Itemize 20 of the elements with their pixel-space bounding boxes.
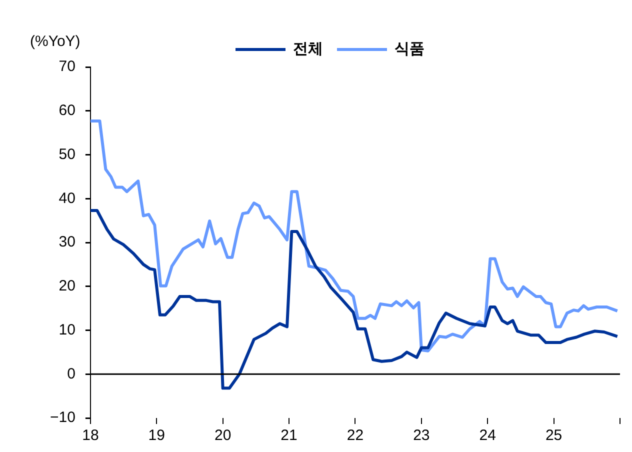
y-tick-label: 30	[58, 234, 76, 251]
y-tick-label: 20	[58, 278, 76, 295]
legend-label: 전체	[293, 40, 323, 58]
x-tick-label: 20	[214, 427, 232, 444]
x-tick-label: 21	[280, 427, 298, 444]
legend-label: 식품	[394, 40, 424, 58]
y-tick-label: 50	[58, 146, 76, 163]
x-tick-label: 18	[82, 427, 99, 444]
x-tick-label: 23	[413, 427, 430, 444]
x-tick-label: 22	[346, 427, 364, 444]
y-tick-label: 60	[58, 102, 76, 120]
y-tick-label: 70	[58, 58, 76, 76]
x-tick-label: 24	[479, 427, 496, 444]
y-tick-label: −10	[50, 409, 76, 426]
y-tick-label: 40	[58, 190, 76, 207]
y-tick-label: 0	[67, 365, 76, 382]
y-tick-label: 10	[58, 321, 76, 338]
x-tick-label: 25	[545, 427, 562, 444]
y-axis-title: (%YoY)	[30, 33, 80, 50]
x-tick-label: 19	[148, 427, 165, 444]
